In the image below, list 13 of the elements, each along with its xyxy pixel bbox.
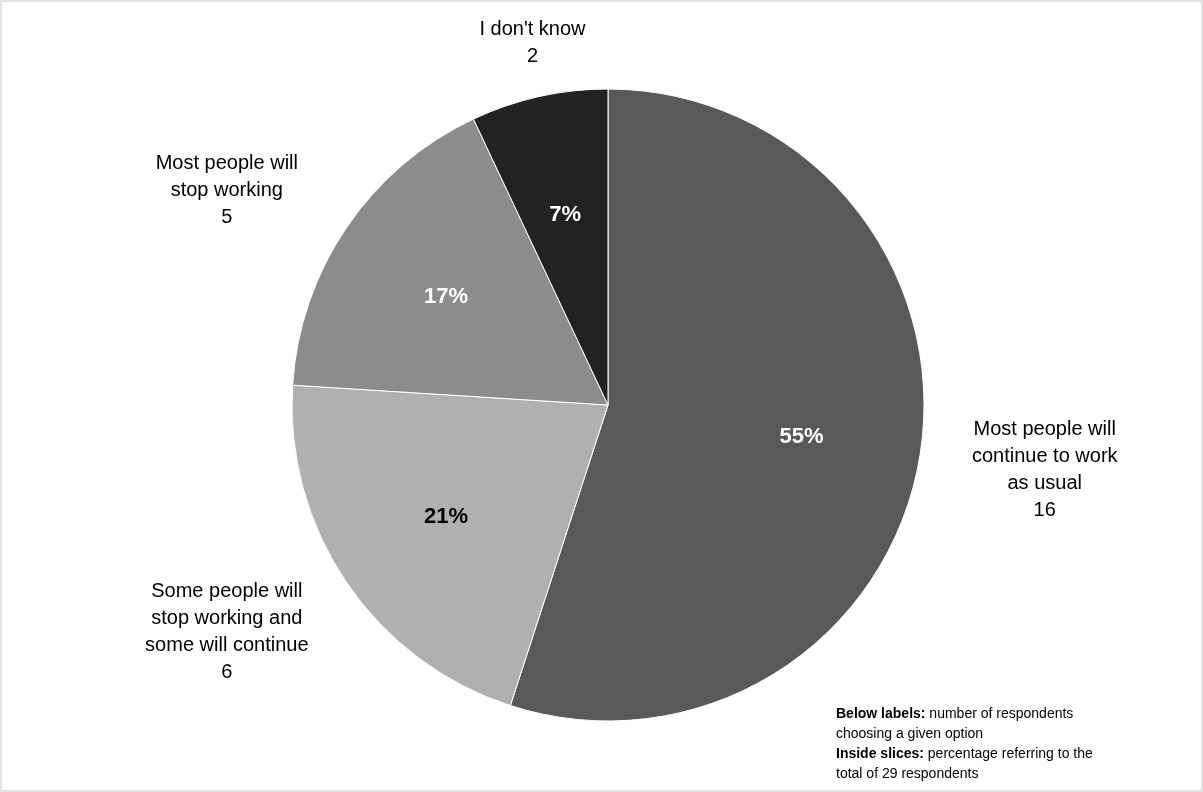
data-label: 55%: [779, 423, 824, 449]
slice-label: Some people will stop working and some will continue: [145, 579, 309, 656]
data-label: 17%: [423, 282, 468, 308]
slice-label: I don't know: [479, 16, 587, 39]
data-label: 21%: [423, 502, 468, 528]
data-label: 7%: [549, 201, 582, 227]
text: 16: [1033, 498, 1056, 521]
text: 6: [221, 660, 233, 683]
text: 2: [526, 43, 539, 66]
slice-label: Most people will stop working: [155, 150, 298, 200]
text: 5: [221, 204, 233, 227]
text: Inside slices: percentage referring to the total of 29 respondents: [836, 745, 1094, 781]
slice-label: Most people will continue to work as usual: [971, 417, 1119, 494]
